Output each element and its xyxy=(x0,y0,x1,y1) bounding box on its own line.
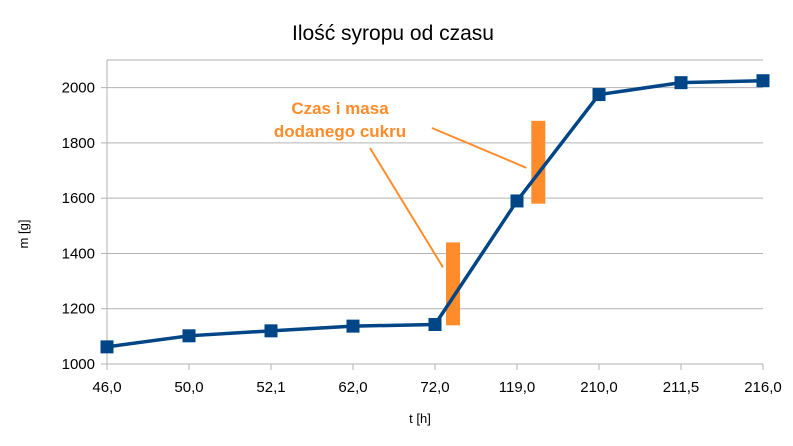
annotation-bars xyxy=(446,120,546,326)
x-tick-label: 119,0 xyxy=(499,379,535,396)
axes: 1000 1200 1400 1600 1800 2000 46,0 50,0 52,1 62,0… xyxy=(62,60,782,396)
data-point-marker xyxy=(510,194,524,208)
y-tick-label: 1600 xyxy=(62,190,95,207)
x-tick-label: 211,5 xyxy=(663,379,699,396)
x-tick-label: 216,0 xyxy=(744,379,782,396)
series-line xyxy=(106,78,764,349)
annotation-leader-line xyxy=(369,147,444,268)
y-tick-label: 1400 xyxy=(62,245,95,262)
data-point-marker xyxy=(182,329,196,343)
x-tick-label: 52,1 xyxy=(256,379,285,396)
x-axis-title: t [h] xyxy=(409,411,431,426)
annotation-bar xyxy=(531,120,546,204)
data-point-marker xyxy=(100,340,114,354)
x-tick-label: 72,0 xyxy=(420,379,449,396)
annotation-text-line: dodanego cukru xyxy=(274,122,406,141)
y-tick-label: 1000 xyxy=(62,356,95,373)
series-layer xyxy=(100,74,770,354)
y-tick-label: 1800 xyxy=(62,135,95,152)
x-tick-label: 62,0 xyxy=(338,379,367,396)
x-tick-label: 46,0 xyxy=(92,379,121,396)
y-axis-title: m [g] xyxy=(16,220,31,249)
annotation-text-line: Czas i masa xyxy=(291,99,389,118)
y-tick-label: 2000 xyxy=(62,80,95,97)
data-point-marker xyxy=(346,319,360,333)
y-tick-label: 1200 xyxy=(62,301,95,318)
annotation-label: Czas i masa dodanego cukru xyxy=(274,99,406,141)
data-point-marker xyxy=(592,88,606,102)
data-point-marker xyxy=(756,74,770,88)
annotation-leader-line xyxy=(431,127,527,169)
data-point-marker xyxy=(264,324,278,338)
data-point-marker xyxy=(674,76,688,90)
chart-title: Ilość syropu od czasu xyxy=(292,22,494,45)
data-point-marker xyxy=(428,317,442,331)
x-tick-label: 50,0 xyxy=(174,379,203,396)
annotation-leaders xyxy=(369,127,527,268)
annotation-bar xyxy=(446,242,461,326)
x-tick-label: 210,0 xyxy=(580,379,618,396)
